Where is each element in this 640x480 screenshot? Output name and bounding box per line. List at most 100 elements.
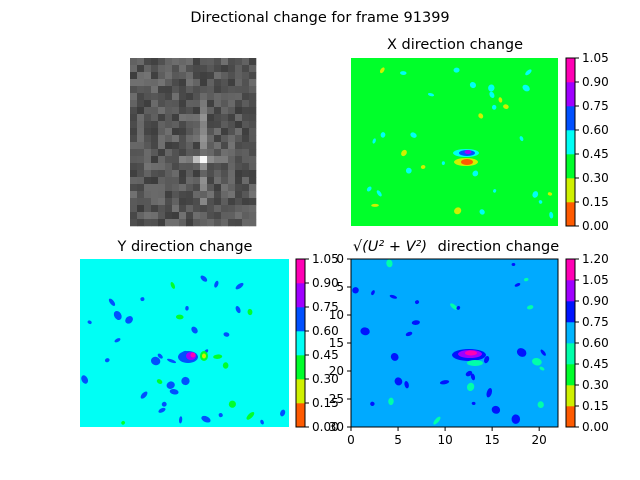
contour-blob [479,209,485,215]
gray-pixel [214,219,222,227]
colorbar-tick-label: 0.15 [312,396,339,410]
gray-pixel [228,58,236,66]
gray-pixel [221,149,229,157]
colorbar-segment [566,106,575,131]
gray-pixel [158,149,166,157]
gray-pixel [179,79,187,87]
gray-pixel [130,72,138,80]
gray-pixel [144,135,152,143]
gray-pixel [186,163,194,171]
gray-pixel [186,58,194,66]
colorbar-segment [296,307,305,332]
contour-blob [466,382,475,392]
gray-pixel [242,177,250,185]
colorbar-segment [566,364,575,386]
gray-pixel [207,184,215,192]
gray-pixel [228,156,236,164]
gray-pixel [130,205,138,213]
gray-pixel [221,86,229,94]
gray-pixel [214,135,222,143]
gray-pixel [144,107,152,115]
gray-pixel [200,58,208,66]
contour-blob [161,401,167,407]
contour-blob [175,314,184,320]
gray-pixel [144,79,152,87]
contour-blob [405,331,413,337]
y-change-title: Y direction change [117,239,253,255]
gray-pixel [130,107,138,115]
gray-pixel [172,107,180,115]
colorbar-segment [296,283,305,308]
gray-pixel [172,65,180,73]
gray-pixel [193,177,201,185]
gray-pixel [165,205,173,213]
gray-pixel [249,100,257,108]
colorbar-tick-label: 0.75 [582,315,609,329]
contour-blob [394,377,403,386]
gray-pixel [214,156,222,164]
gray-pixel [221,128,229,136]
gray-pixel [130,100,138,108]
gray-pixel [179,65,187,73]
gray-pixel [130,93,138,101]
gray-pixel [137,219,145,227]
gray-pixel [207,86,215,94]
colorbar-tick-label: 0.75 [582,99,609,113]
gray-pixel [228,184,236,192]
contour-blob [516,348,527,357]
gray-pixel [151,128,159,136]
x-change-title: X direction change [387,37,523,53]
gray-pixel [207,149,215,157]
gray-pixel [158,142,166,150]
gray-pixel [200,93,208,101]
gray-pixel [228,177,236,185]
colorbar-tick-label: 0.90 [582,75,609,89]
gray-pixel [214,128,222,136]
gray-pixel [130,142,138,150]
gray-pixel [179,93,187,101]
gray-pixel [235,100,243,108]
gray-pixel [130,219,138,227]
gray-pixel [207,58,215,66]
contour-blob [525,69,532,76]
colorbar-segment [296,331,305,356]
gray-pixel [200,79,208,87]
gray-pixel [144,149,152,157]
contour-blob [114,338,121,343]
gray-pixel [179,86,187,94]
gray-pixel [235,121,243,129]
gray-pixel [193,121,201,129]
contour-blob [157,353,163,359]
gray-pixel [151,163,159,171]
gray-pixel [165,79,173,87]
contour-blob [498,97,503,103]
x-change-plot-area [351,58,558,226]
gray-pixel [130,198,138,206]
gray-pixel [193,219,201,227]
contour-blob [400,71,407,75]
gray-pixel [221,93,229,101]
gray-pixel [214,212,222,220]
gray-pixel [172,72,180,80]
figure-suptitle: Directional change for frame 91399 [190,10,449,26]
gray-pixel [172,198,180,206]
contour-blob [390,353,399,361]
gray-pixel [158,79,166,87]
gray-pixel [214,142,222,150]
gray-pixel [172,142,180,150]
gray-pixel [172,93,180,101]
gray-pixel [179,114,187,122]
gray-pixel [235,156,243,164]
gray-pixel [249,135,257,143]
gray-pixel [221,198,229,206]
gray-pixel [228,163,236,171]
gray-pixel [137,65,145,73]
contour-blob [388,397,394,406]
gray-pixel [137,121,145,129]
gray-pixel [249,198,257,206]
gray-pixel [249,170,257,178]
gray-pixel [137,93,145,101]
contour-blob [469,81,476,89]
gray-pixel [165,184,173,192]
